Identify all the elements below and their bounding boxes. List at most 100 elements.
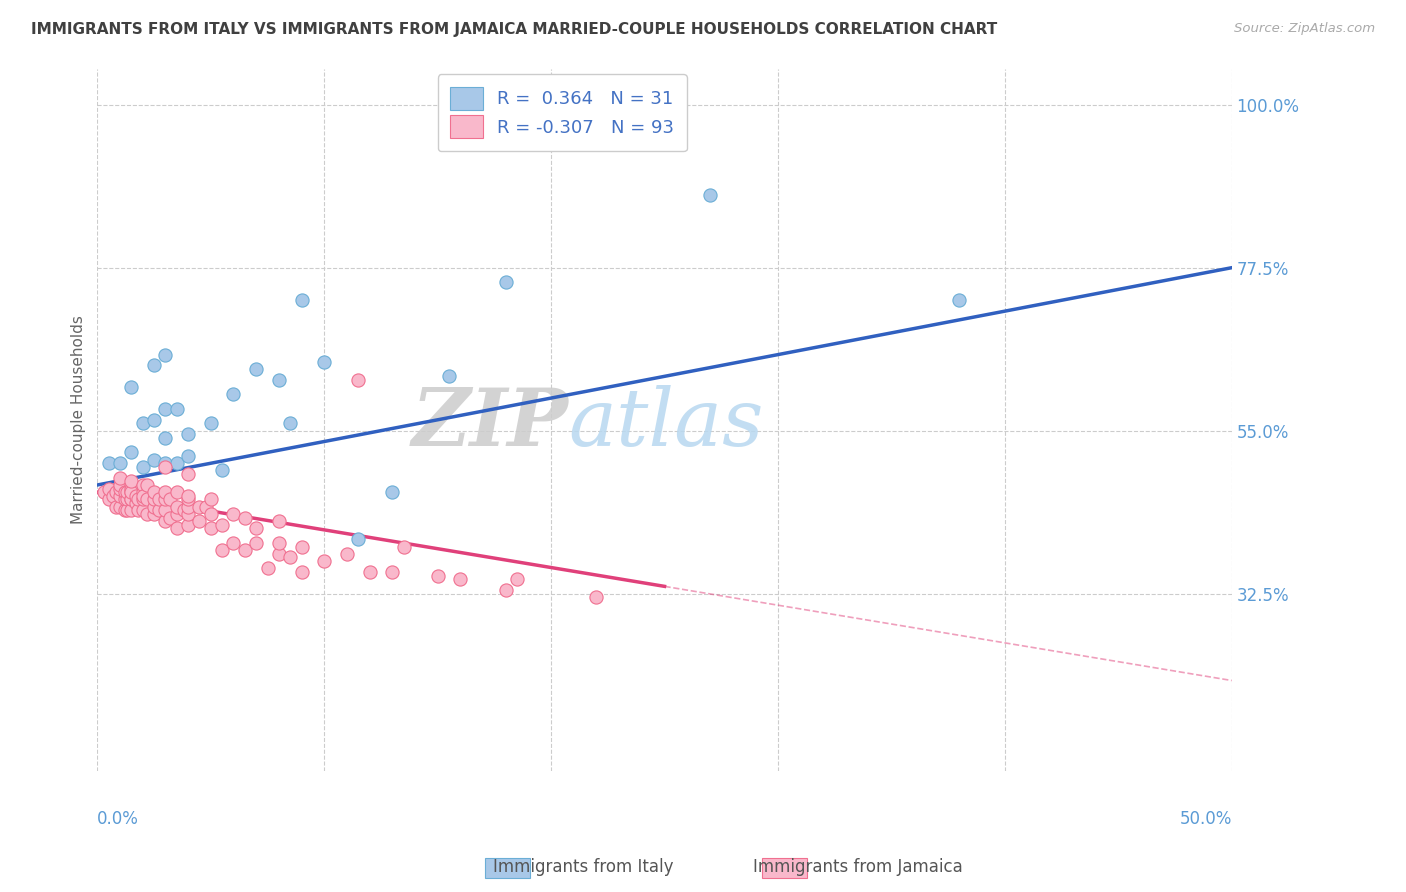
Point [125, 489, 148, 503]
Point [155, 456, 177, 470]
Point [314, 355, 336, 369]
Point [222, 536, 245, 550]
Point [125, 496, 148, 510]
Point [115, 503, 138, 517]
Point [233, 543, 256, 558]
Point [132, 478, 155, 492]
Point [132, 489, 155, 503]
Point [200, 521, 222, 535]
Point [200, 507, 222, 521]
Point [155, 431, 177, 445]
Point [120, 478, 142, 492]
Point [177, 449, 200, 463]
Point [200, 417, 222, 431]
Point [166, 500, 188, 514]
Point [392, 540, 415, 554]
Point [166, 507, 188, 521]
Point [120, 492, 142, 507]
Point [104, 500, 127, 514]
Point [188, 514, 211, 528]
Point [108, 471, 131, 485]
Point [245, 521, 267, 535]
Point [114, 492, 136, 507]
Point [97, 456, 120, 470]
Point [177, 489, 200, 503]
Point [336, 547, 359, 561]
Point [115, 485, 138, 500]
Text: atlas: atlas [568, 384, 763, 462]
Point [211, 463, 233, 477]
Legend: R =  0.364   N = 31, R = -0.307   N = 93: R = 0.364 N = 31, R = -0.307 N = 93 [437, 74, 688, 151]
Point [104, 485, 127, 500]
Point [314, 554, 336, 568]
Point [166, 456, 188, 470]
Point [278, 417, 301, 431]
Point [97, 492, 120, 507]
Point [177, 427, 200, 442]
Point [177, 500, 200, 514]
Point [177, 517, 200, 532]
Text: 0.0%: 0.0% [97, 810, 139, 828]
Point [115, 492, 138, 507]
Point [108, 478, 131, 492]
Point [426, 568, 449, 582]
Point [103, 489, 125, 503]
Point [120, 380, 142, 394]
Point [267, 536, 290, 550]
Point [155, 514, 177, 528]
Point [132, 459, 155, 474]
Point [136, 492, 159, 507]
Point [120, 503, 142, 517]
Point [143, 413, 166, 427]
Point [245, 362, 267, 376]
Point [177, 492, 200, 507]
Point [148, 492, 170, 507]
Point [290, 540, 312, 554]
Point [143, 359, 166, 373]
Point [155, 459, 177, 474]
Point [381, 565, 404, 579]
Point [245, 536, 267, 550]
Text: IMMIGRANTS FROM ITALY VS IMMIGRANTS FROM JAMAICA MARRIED-COUPLE HOUSEHOLDS CORRE: IMMIGRANTS FROM ITALY VS IMMIGRANTS FROM… [31, 22, 997, 37]
Point [506, 572, 529, 586]
Point [120, 445, 142, 459]
Point [132, 485, 155, 500]
Point [166, 401, 188, 416]
Point [195, 500, 218, 514]
Text: 50.0%: 50.0% [1180, 810, 1232, 828]
Point [948, 293, 970, 308]
Point [143, 500, 166, 514]
Point [108, 489, 131, 503]
Point [148, 503, 170, 517]
Point [585, 591, 607, 605]
Point [143, 507, 166, 521]
Point [155, 401, 177, 416]
Point [132, 492, 155, 507]
Point [278, 550, 301, 565]
Point [108, 482, 131, 496]
Point [120, 485, 142, 500]
Point [143, 485, 166, 500]
Point [159, 492, 181, 507]
Point [256, 561, 278, 575]
Point [200, 492, 222, 507]
Point [159, 510, 181, 524]
Point [108, 500, 131, 514]
Point [267, 547, 290, 561]
Point [495, 275, 517, 289]
Text: Source: ZipAtlas.com: Source: ZipAtlas.com [1234, 22, 1375, 36]
Point [127, 503, 149, 517]
Point [222, 387, 245, 401]
Point [495, 582, 517, 597]
Point [267, 514, 290, 528]
Point [143, 492, 166, 507]
Text: Immigrants from Italy: Immigrants from Italy [494, 858, 673, 876]
Point [699, 188, 721, 202]
Point [359, 565, 381, 579]
Point [233, 510, 256, 524]
Point [155, 485, 177, 500]
Point [120, 485, 142, 500]
Point [177, 507, 200, 521]
Point [166, 521, 188, 535]
Point [347, 373, 370, 387]
